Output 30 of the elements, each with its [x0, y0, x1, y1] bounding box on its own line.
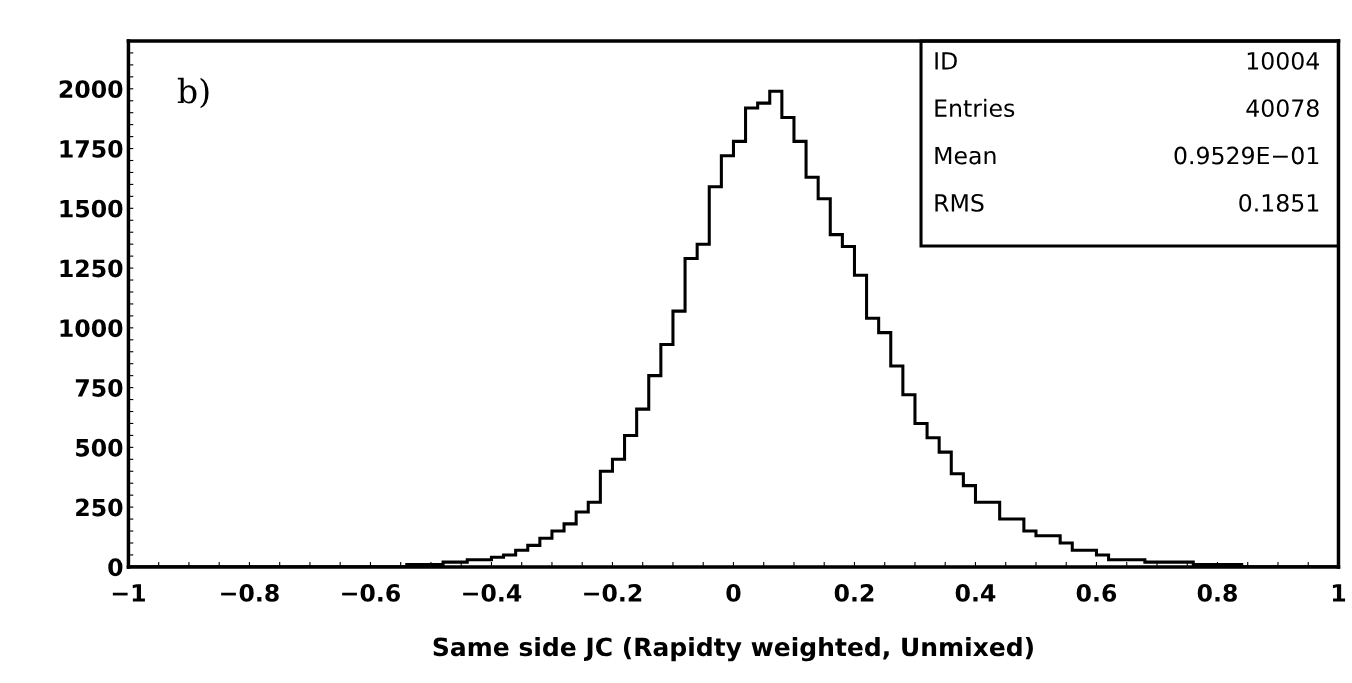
x-tick-label: −0.6	[342, 583, 400, 602]
annotation: ID	[935, 52, 957, 70]
y-tick-label: 2000	[59, 80, 123, 99]
annotation: Entries	[935, 98, 1015, 118]
y-tick-label: 1500	[60, 199, 123, 218]
annotation: 0.9529E−01	[1174, 146, 1319, 165]
x-tick-label: −0.2	[584, 583, 642, 602]
annotation: b)	[177, 77, 209, 109]
x-tick-label: −0.4	[463, 583, 522, 602]
x-tick-label: 0.8	[1197, 583, 1237, 602]
annotation: 0.1851	[1239, 193, 1319, 212]
y-tick-label: 1750	[60, 140, 123, 158]
y-tick-label: 0	[108, 558, 123, 577]
annotation: 10004	[1247, 51, 1319, 70]
y-tick-label: 750	[75, 379, 123, 397]
annotation: RMS	[935, 193, 984, 212]
x-axis-title: Same side JC (Rapidty weighted, Unmixed)	[433, 636, 1033, 662]
y-tick-label: 1250	[60, 259, 123, 278]
x-tick-label: −1	[112, 584, 145, 602]
annotation: Mean	[935, 146, 996, 165]
annotation: 40078	[1246, 99, 1319, 118]
x-tick-label: −0.8	[221, 583, 279, 602]
x-tick-label: 1	[1332, 584, 1346, 602]
x-tick-label: 0	[726, 583, 741, 602]
y-tick-label: 500	[76, 438, 123, 457]
y-tick-label: 1000	[60, 319, 123, 338]
x-tick-label: 0.2	[834, 583, 874, 602]
x-tick-label: 0.4	[955, 583, 996, 602]
y-tick-label: 250	[76, 498, 123, 517]
x-tick-label: 0.6	[1076, 583, 1117, 602]
